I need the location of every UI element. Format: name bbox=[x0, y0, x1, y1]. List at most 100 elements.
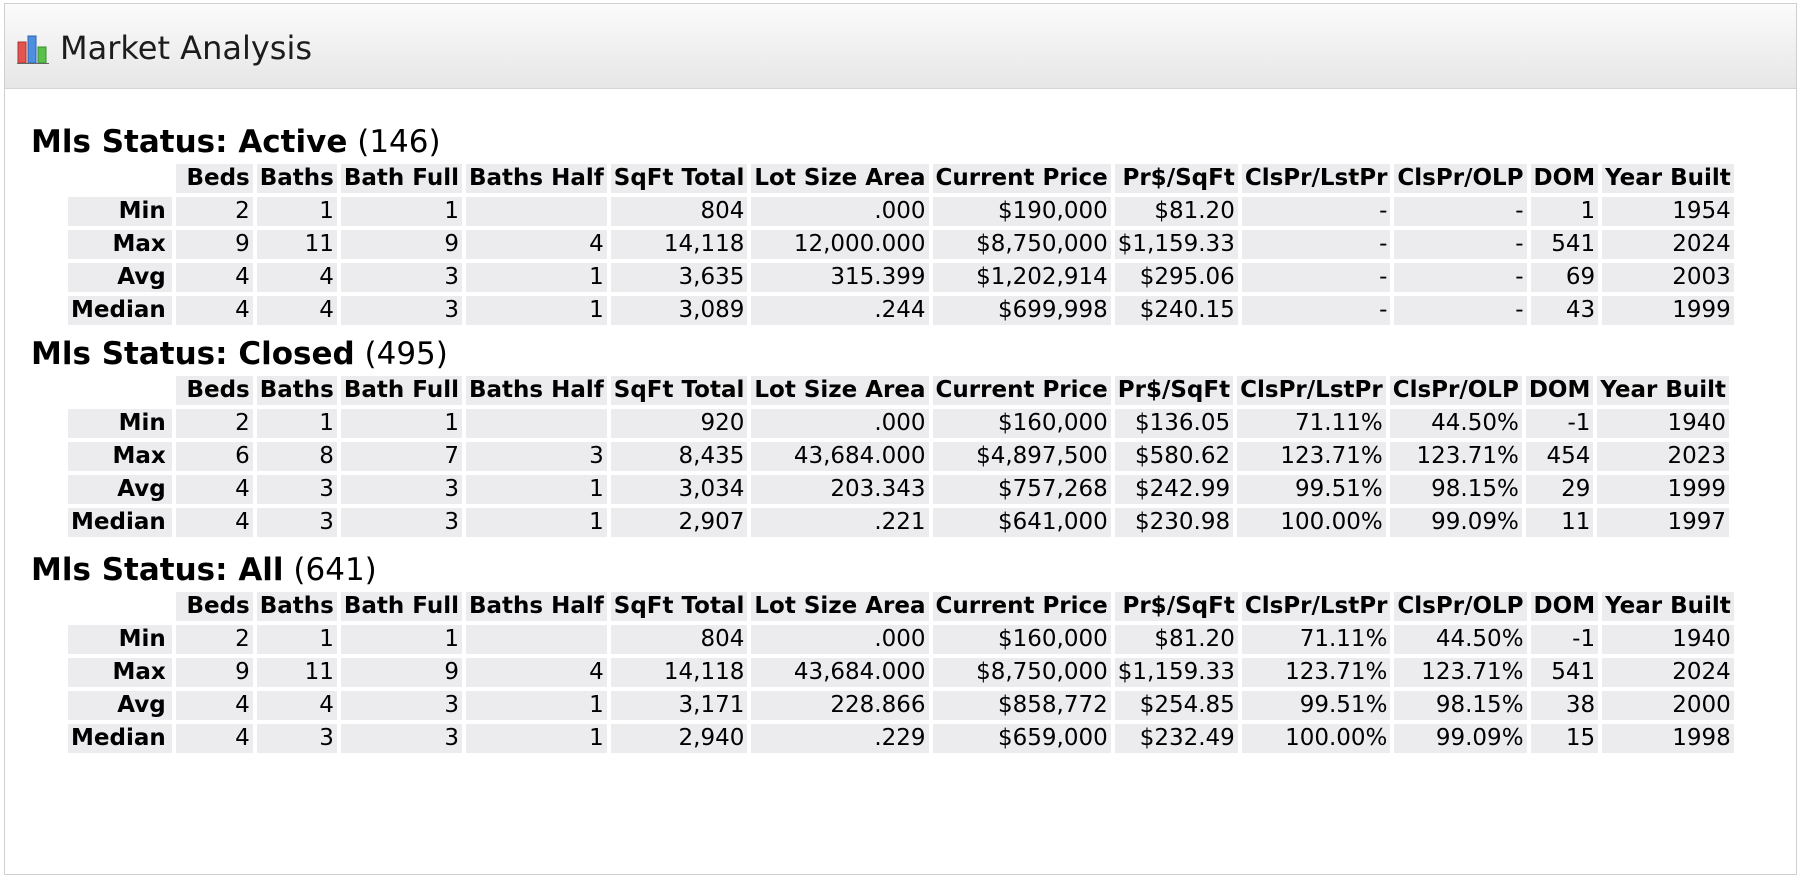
table-cell: 3 bbox=[340, 508, 462, 537]
table-cell bbox=[466, 409, 607, 438]
table-cell: 228.866 bbox=[751, 691, 929, 720]
table-cell: - bbox=[1241, 197, 1391, 226]
table-cell: 99.51% bbox=[1237, 475, 1386, 504]
table-cell: 3 bbox=[256, 724, 337, 753]
section-active: Mls Status: Active (146) Beds Baths Bath F… bbox=[31, 124, 1791, 329]
column-header: Baths bbox=[256, 592, 337, 621]
table-cell: 804 bbox=[610, 197, 748, 226]
row-label: Avg bbox=[68, 263, 172, 292]
table-cell: 43,684.000 bbox=[751, 442, 929, 471]
table-cell: 44.50% bbox=[1389, 409, 1522, 438]
section-count: (641) bbox=[293, 552, 377, 588]
table-cell: .244 bbox=[751, 296, 929, 325]
section-heading: Mls Status: Active (146) bbox=[31, 124, 1791, 160]
table-cell: 3 bbox=[340, 724, 462, 753]
table-cell: $240.15 bbox=[1114, 296, 1238, 325]
column-header: Bath Full bbox=[340, 592, 462, 621]
table-cell: 11 bbox=[256, 658, 337, 687]
table-cell: 1 bbox=[466, 475, 607, 504]
table-cell: $641,000 bbox=[932, 508, 1111, 537]
table-cell: $81.20 bbox=[1114, 625, 1238, 654]
table-cell: 2024 bbox=[1602, 658, 1734, 687]
table-cell: - bbox=[1241, 263, 1391, 292]
column-header: ClsPr/LstPr bbox=[1241, 164, 1391, 193]
table-cell: $8,750,000 bbox=[932, 230, 1111, 259]
column-header: DOM bbox=[1530, 164, 1599, 193]
table-cell: $1,159.33 bbox=[1114, 230, 1238, 259]
table-row: Median 4 4 3 1 3,089.244 $699,998 $240.15- -43 19… bbox=[68, 296, 1734, 325]
column-header: ClsPr/LstPr bbox=[1241, 592, 1391, 621]
column-header: Lot Size Area bbox=[751, 592, 929, 621]
table-cell: 2 bbox=[175, 197, 253, 226]
table-cell: - bbox=[1394, 197, 1527, 226]
header-corner bbox=[68, 592, 172, 621]
header-corner bbox=[68, 376, 172, 405]
table-cell: 123.71% bbox=[1241, 658, 1391, 687]
table-cell: 8 bbox=[256, 442, 337, 471]
table-cell: .000 bbox=[751, 409, 929, 438]
table-cell: 99.51% bbox=[1241, 691, 1391, 720]
header-corner bbox=[68, 164, 172, 193]
table-cell: 4 bbox=[466, 658, 607, 687]
table-cell: .000 bbox=[751, 625, 929, 654]
column-header: Pr$/SqFt bbox=[1114, 376, 1234, 405]
table-cell: -1 bbox=[1525, 409, 1594, 438]
bar-chart-icon bbox=[17, 35, 49, 64]
row-label: Max bbox=[68, 658, 172, 687]
section-count: (495) bbox=[364, 336, 448, 372]
column-header: Current Price bbox=[932, 164, 1111, 193]
row-label: Median bbox=[68, 296, 172, 325]
table-cell: 1 bbox=[466, 724, 607, 753]
table-cell: 2 bbox=[175, 625, 253, 654]
section-heading: Mls Status: Closed (495) bbox=[31, 336, 1791, 372]
table-row: Min 2 1 1 804.000 $190,000 $81.20- -1 1954 bbox=[68, 197, 1734, 226]
table-cell: 541 bbox=[1530, 658, 1599, 687]
row-label: Median bbox=[68, 724, 172, 753]
table-cell: 4 bbox=[256, 263, 337, 292]
table-cell: 920 bbox=[610, 409, 748, 438]
table-cell: 69 bbox=[1530, 263, 1599, 292]
stats-table: Beds Baths Bath Full Baths Half SqFt Total Lo… bbox=[64, 372, 1733, 541]
row-label: Max bbox=[68, 230, 172, 259]
row-label: Median bbox=[68, 508, 172, 537]
column-header: ClsPr/OLP bbox=[1389, 376, 1522, 405]
table-cell: 100.00% bbox=[1237, 508, 1386, 537]
table-cell: 2024 bbox=[1602, 230, 1734, 259]
table-cell: .221 bbox=[751, 508, 929, 537]
row-label: Min bbox=[68, 625, 172, 654]
panel-header: Market Analysis bbox=[5, 4, 1796, 89]
table-cell: 3,171 bbox=[610, 691, 748, 720]
section-label: Mls Status: All bbox=[31, 552, 284, 588]
table-cell: 315.399 bbox=[751, 263, 929, 292]
table-cell: 11 bbox=[256, 230, 337, 259]
column-header: Pr$/SqFt bbox=[1114, 164, 1238, 193]
table-cell: 43 bbox=[1530, 296, 1599, 325]
table-row: Min 2 1 1 920.000 $160,000 $136.05 71.11% 44.50%… bbox=[68, 409, 1730, 438]
table-cell: 8,435 bbox=[610, 442, 748, 471]
table-cell: - bbox=[1394, 263, 1527, 292]
table-cell: 12,000.000 bbox=[751, 230, 929, 259]
table-cell: $242.99 bbox=[1114, 475, 1234, 504]
column-header: Baths Half bbox=[466, 164, 607, 193]
column-header: Current Price bbox=[932, 592, 1111, 621]
table-cell: 3,089 bbox=[610, 296, 748, 325]
table-cell: 1940 bbox=[1602, 625, 1734, 654]
table-cell: $81.20 bbox=[1114, 197, 1238, 226]
table-cell: 2000 bbox=[1602, 691, 1734, 720]
table-row: Avg 4 3 3 1 3,034 203.343 $757,268 $242.99 99.51%… bbox=[68, 475, 1730, 504]
column-header: Lot Size Area bbox=[751, 376, 929, 405]
table-cell: 3 bbox=[340, 263, 462, 292]
table-cell: 1998 bbox=[1602, 724, 1734, 753]
table-cell: $8,750,000 bbox=[932, 658, 1111, 687]
table-cell bbox=[466, 625, 607, 654]
table-cell: 1 bbox=[256, 197, 337, 226]
table-cell: 3 bbox=[340, 475, 462, 504]
column-header: Year Built bbox=[1597, 376, 1730, 405]
table-cell: 1 bbox=[256, 625, 337, 654]
table-cell: 123.71% bbox=[1237, 442, 1386, 471]
column-header: Pr$/SqFt bbox=[1114, 592, 1238, 621]
section-count: (146) bbox=[357, 124, 441, 160]
table-cell: $580.62 bbox=[1114, 442, 1234, 471]
table-cell: .000 bbox=[751, 197, 929, 226]
table-cell: 9 bbox=[340, 230, 462, 259]
